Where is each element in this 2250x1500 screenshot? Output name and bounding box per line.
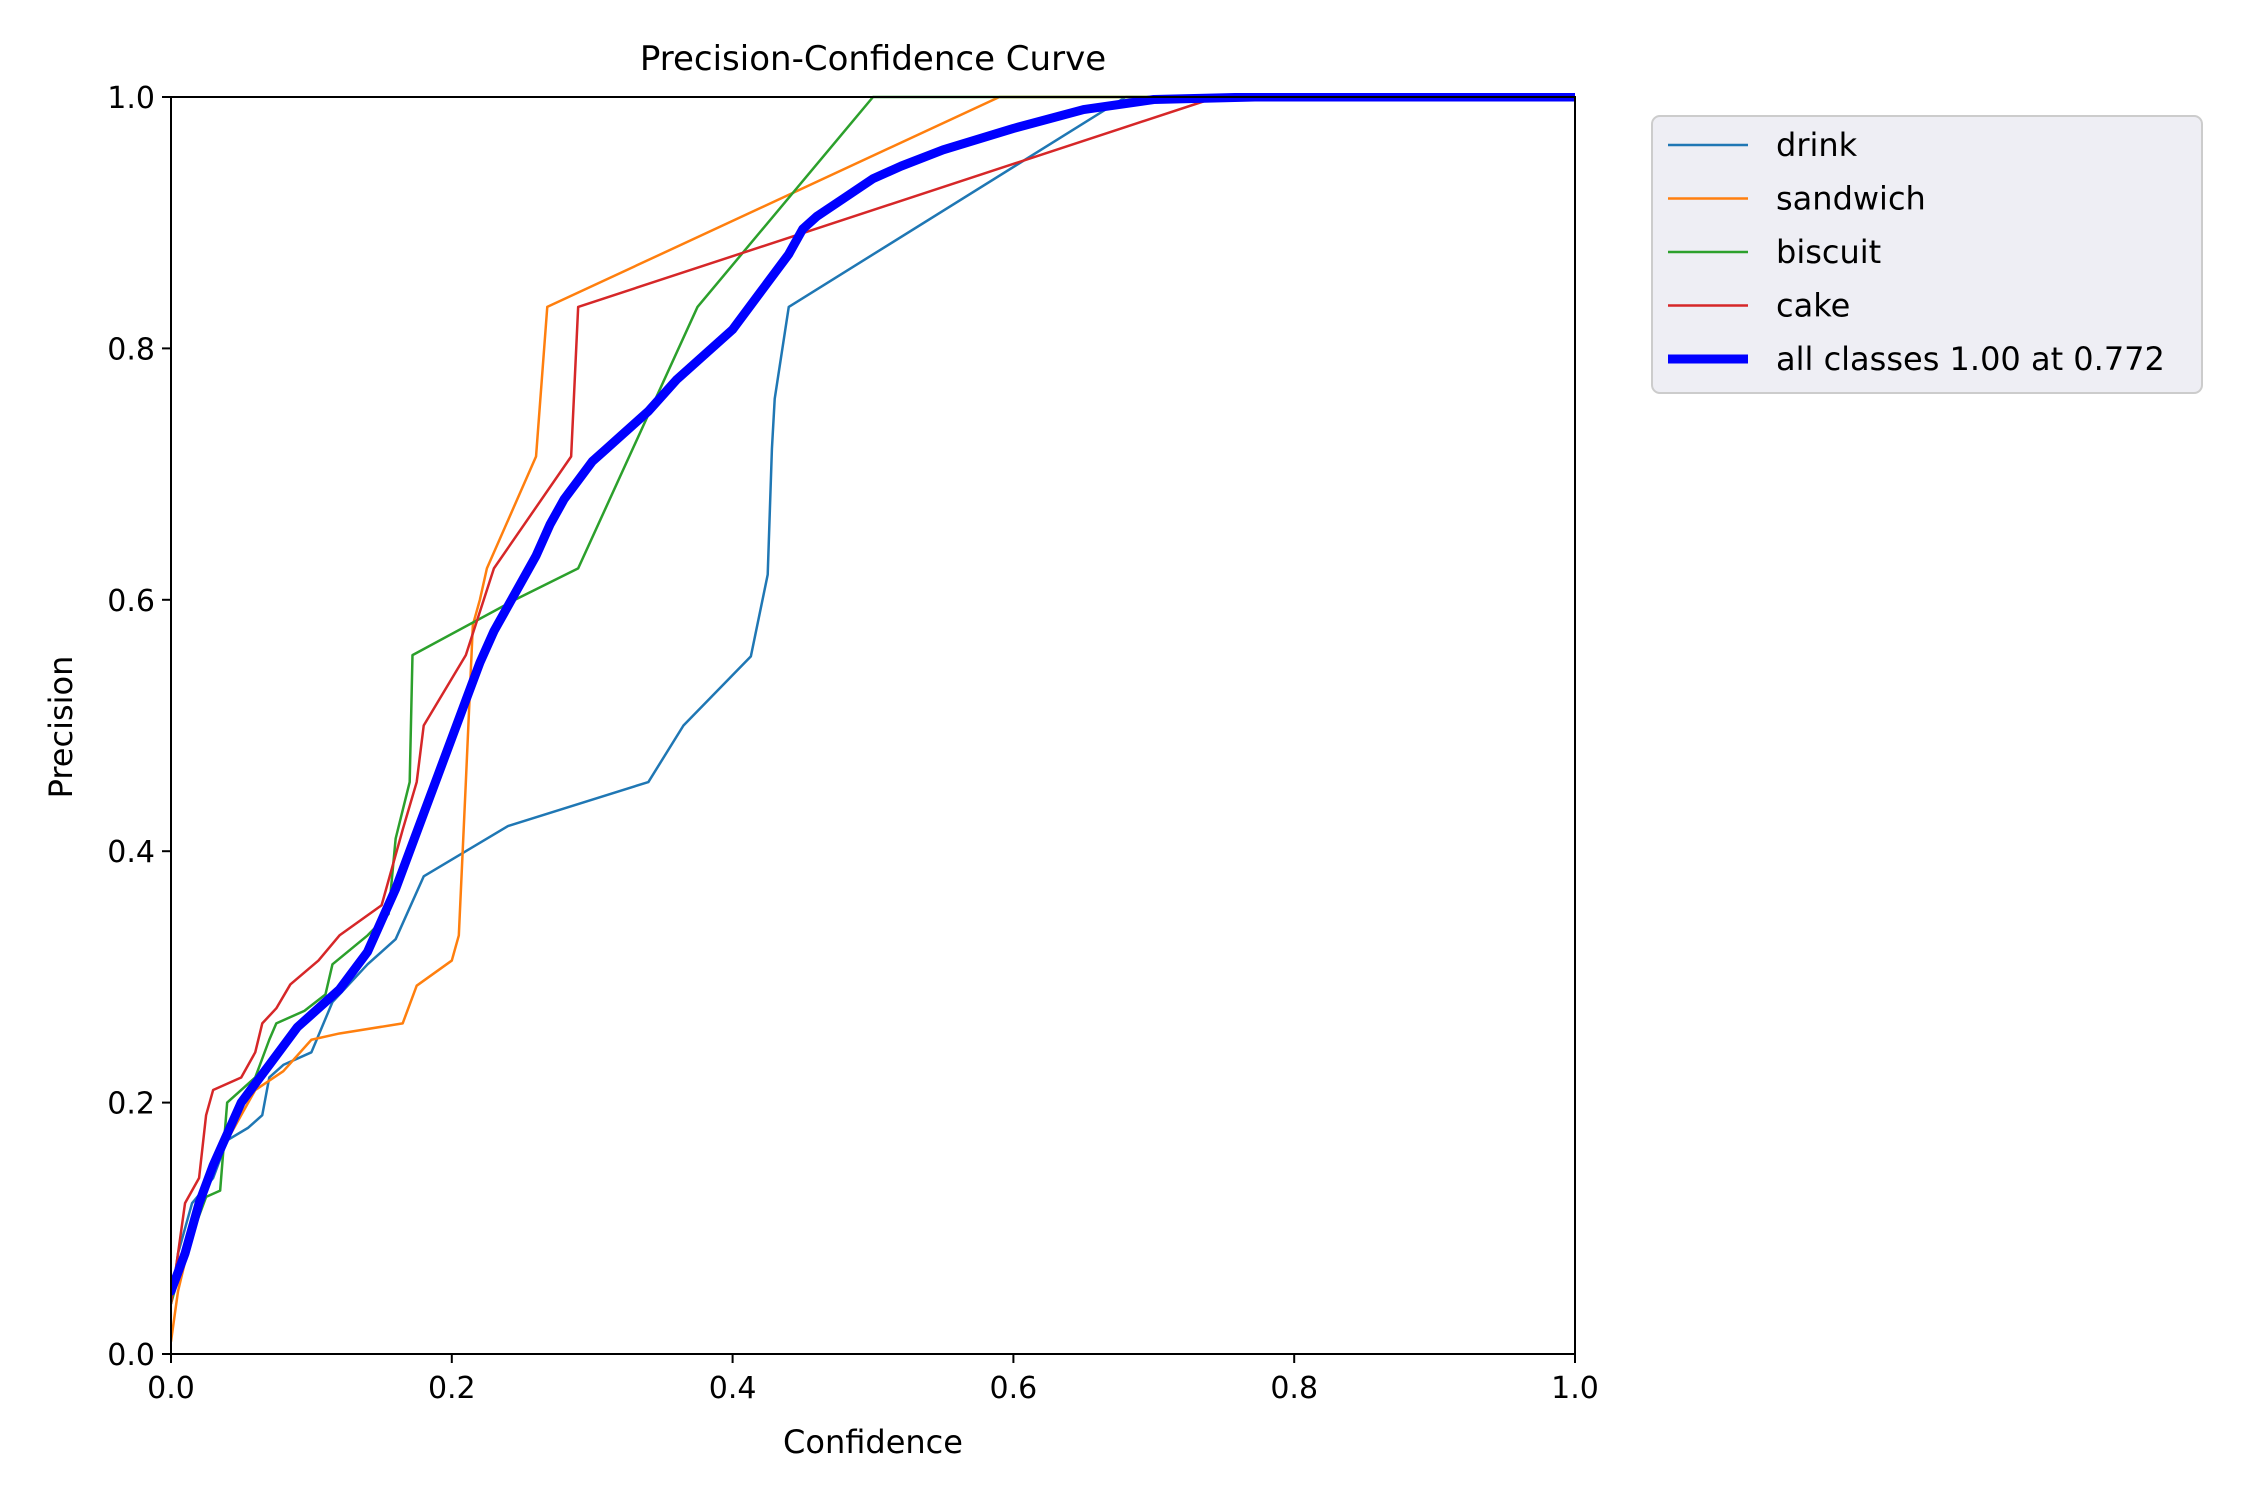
x-axis-ticks: 0.0 0.2 0.4 0.6 0.8 1.0 [147, 1354, 1599, 1406]
series-line-all-classes [171, 93, 1575, 1296]
series-line-biscuit [171, 95, 1575, 1305]
x-tick-label: 1.0 [1551, 1371, 1599, 1406]
y-tick-label: 0.6 [107, 584, 155, 619]
x-tick-label: 0.8 [1270, 1371, 1318, 1406]
legend-label-biscuit: biscuit [1776, 233, 1881, 271]
y-axis-label: Precision [42, 656, 80, 799]
x-tick-label: 0.6 [990, 1371, 1038, 1406]
y-tick-label: 0.8 [107, 332, 155, 367]
legend-label-drink: drink [1776, 126, 1858, 164]
plot-area [171, 93, 1575, 1343]
x-tick-label: 0.4 [709, 1371, 757, 1406]
legend: drink sandwich biscuit cake all classes 1.00… [1651, 115, 2203, 394]
legend-label-sandwich: sandwich [1776, 180, 1926, 218]
x-tick-label: 0.2 [428, 1371, 476, 1406]
series-line-cake [171, 95, 1575, 1305]
y-tick-label: 1.0 [107, 81, 155, 116]
chart-title: Precision-Confidence Curve [640, 39, 1106, 79]
legend-label-cake: cake [1776, 287, 1850, 325]
x-tick-label: 0.0 [147, 1371, 195, 1406]
plot-frame [170, 96, 1576, 1355]
legend-label-all-classes: all classes 1.00 at 0.772 [1776, 340, 2165, 378]
x-axis-label: Confidence [783, 1423, 963, 1461]
y-axis-ticks: 0.0 0.2 0.4 0.6 0.8 1.0 [107, 81, 171, 1373]
y-tick-label: 0.4 [107, 835, 155, 870]
y-tick-label: 0.2 [107, 1087, 155, 1122]
legend-box [1651, 115, 2203, 394]
y-tick-label: 0.0 [107, 1338, 155, 1373]
